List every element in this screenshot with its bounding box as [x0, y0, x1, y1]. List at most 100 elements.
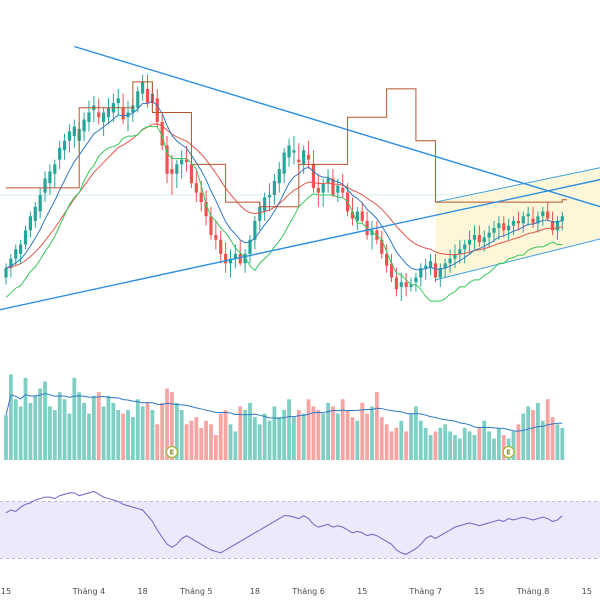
volume-bar: [87, 413, 91, 460]
volume-bar: [121, 413, 126, 460]
candle-body: [263, 197, 267, 212]
candle-body: [448, 258, 452, 264]
volume-bar: [526, 406, 531, 460]
rsi-pane: [0, 490, 600, 559]
candle-body: [297, 159, 301, 162]
volume-bar: [292, 417, 296, 460]
volume-bar: [140, 406, 145, 460]
volume-bar: [228, 424, 233, 460]
candle-body: [194, 183, 198, 193]
volume-bar: [433, 431, 438, 460]
volume-bar: [243, 410, 248, 460]
candle-body: [463, 244, 467, 250]
volume-bar: [540, 420, 545, 460]
volume-bar: [531, 410, 535, 460]
volume-bar: [282, 410, 287, 460]
candle-body: [472, 235, 477, 240]
volume-bar: [418, 420, 423, 460]
candle-body: [267, 195, 272, 198]
volume-bar: [155, 424, 160, 460]
candle-body: [272, 180, 276, 195]
volume-moving-average-line: [5, 393, 563, 432]
candle-body: [136, 91, 140, 108]
volume-bar: [150, 410, 155, 460]
volume-bar: [555, 424, 560, 460]
volume-bar: [550, 417, 555, 460]
volume-bar: [126, 410, 130, 460]
volume-bar: [521, 413, 526, 460]
x-tick-label: Tháng 8: [516, 587, 550, 596]
volume-bar: [96, 392, 101, 460]
candle-body: [243, 253, 247, 264]
volume-bar: [33, 395, 38, 460]
candle-body: [302, 150, 306, 165]
candle-body: [443, 263, 447, 269]
kijun-line: [6, 81, 568, 208]
volume-bar: [457, 438, 462, 460]
candle-body: [414, 277, 418, 283]
candle-body: [477, 235, 481, 243]
candle-body: [233, 253, 237, 259]
candle-body: [82, 119, 86, 132]
volume-bar: [423, 427, 428, 460]
lower-trendline[interactable]: [0, 176, 600, 311]
volume-bar: [345, 410, 350, 460]
volume-bar: [545, 399, 550, 460]
volume-bar: [43, 381, 47, 460]
candle-body: [62, 140, 67, 151]
candle-body: [360, 211, 364, 221]
volume-bar: [472, 435, 477, 460]
candle-body: [292, 150, 296, 153]
volume-bar: [487, 431, 492, 460]
candle-body: [121, 107, 125, 120]
candle-body: [326, 178, 330, 184]
channel-upper-line: [435, 167, 600, 203]
earnings-marker-label: E: [506, 449, 511, 457]
ema-fast-line: [5, 100, 563, 271]
candle-body: [550, 220, 555, 231]
volume-bar: [82, 402, 86, 460]
volume-bar: [443, 424, 448, 460]
candle-body: [497, 223, 501, 228]
volume-bar: [77, 392, 82, 460]
candle-body: [87, 112, 91, 122]
candle-body: [380, 239, 384, 254]
volume-bar: [374, 392, 379, 460]
volume-bar: [252, 417, 257, 460]
x-tick-label: 15: [357, 587, 367, 596]
volume-bar: [233, 431, 238, 460]
candle-body: [541, 211, 545, 217]
candle-body: [48, 171, 52, 184]
earnings-marker[interactable]: [165, 445, 179, 459]
volume-bar: [257, 424, 262, 460]
candle-body: [184, 159, 189, 162]
volume-bar: [316, 410, 321, 460]
volume-bar: [340, 399, 345, 460]
candle-body: [189, 164, 194, 184]
earnings-marker[interactable]: [502, 445, 515, 459]
candle-body: [399, 282, 403, 287]
volume-bar: [272, 406, 277, 460]
candle-body: [97, 112, 101, 118]
candle-body: [282, 152, 286, 174]
candle-body: [28, 216, 32, 231]
volume-bar: [482, 420, 487, 460]
volume-bar: [62, 399, 67, 460]
candle-body: [507, 225, 511, 231]
x-tick-label: 15: [582, 587, 592, 596]
volume-bar: [130, 417, 135, 460]
volume-bar: [394, 427, 399, 460]
candle-body: [58, 147, 62, 160]
volume-bar: [301, 413, 306, 460]
upper-trendline[interactable]: [74, 45, 600, 212]
candle-body: [228, 258, 233, 264]
candle-body: [33, 206, 37, 221]
x-axis: 15 Tháng 4 18 Tháng 5 18 Tháng 6 15 Tháng 7 15 Th…: [1, 587, 592, 596]
volume-bar: [213, 435, 218, 460]
volume-bar: [560, 427, 565, 460]
candle-body: [175, 164, 179, 174]
candle-body: [389, 263, 394, 278]
rsi-line: [5, 490, 563, 555]
volume-bar: [135, 399, 140, 460]
x-tick-label: Tháng 6: [291, 587, 325, 596]
